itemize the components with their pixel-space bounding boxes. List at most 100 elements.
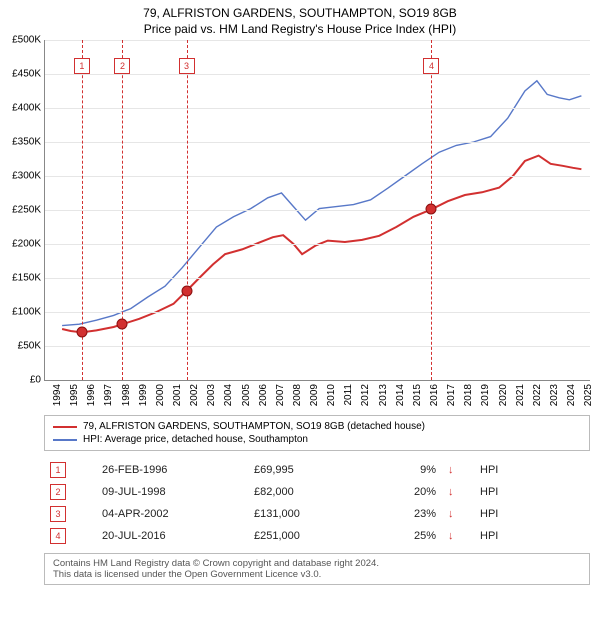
x-tick-label: 1996 xyxy=(86,384,97,406)
gridline-h xyxy=(45,40,590,41)
x-tick-label: 2004 xyxy=(224,384,235,406)
attribution-footer: Contains HM Land Registry data © Crown c… xyxy=(44,553,590,585)
sale-suffix: HPI xyxy=(474,459,590,481)
sale-price: £82,000 xyxy=(248,481,370,503)
y-tick-label: £500K xyxy=(12,35,41,46)
sale-marker-badge: 4 xyxy=(423,58,439,74)
legend-item: 79, ALFRISTON GARDENS, SOUTHAMPTON, SO19… xyxy=(53,420,581,433)
gridline-h xyxy=(45,244,590,245)
legend-label: 79, ALFRISTON GARDENS, SOUTHAMPTON, SO19… xyxy=(83,421,425,432)
arrow-down-icon: ↓ xyxy=(442,525,474,547)
sale-marker-badge: 1 xyxy=(74,58,90,74)
gridline-h xyxy=(45,74,590,75)
sale-date: 04-APR-2002 xyxy=(96,503,248,525)
y-tick-label: £350K xyxy=(12,137,41,148)
sale-marker-dot xyxy=(181,285,192,296)
x-tick-label: 2019 xyxy=(481,384,492,406)
sale-date: 09-JUL-1998 xyxy=(96,481,248,503)
x-tick-label: 2016 xyxy=(429,384,440,406)
x-tick-label: 2009 xyxy=(309,384,320,406)
chart-subtitle: Price paid vs. HM Land Registry's House … xyxy=(0,20,600,40)
chart-container: 79, ALFRISTON GARDENS, SOUTHAMPTON, SO19… xyxy=(0,0,600,585)
gridline-h xyxy=(45,312,590,313)
y-tick-label: £200K xyxy=(12,239,41,250)
x-tick-label: 2001 xyxy=(172,384,183,406)
x-tick-label: 2020 xyxy=(498,384,509,406)
sales-row: 420-JUL-2016£251,00025%↓HPI xyxy=(44,525,590,547)
x-tick-label: 1997 xyxy=(104,384,115,406)
y-tick-label: £250K xyxy=(12,205,41,216)
sale-index-badge: 4 xyxy=(50,528,66,544)
gridline-h xyxy=(45,142,590,143)
gridline-h xyxy=(45,346,590,347)
sale-index-badge: 1 xyxy=(50,462,66,478)
footer-line-2: This data is licensed under the Open Gov… xyxy=(53,569,581,580)
gridline-h xyxy=(45,108,590,109)
legend-item: HPI: Average price, detached house, Sout… xyxy=(53,433,581,446)
sale-index-badge: 2 xyxy=(50,484,66,500)
y-tick-label: £300K xyxy=(12,171,41,182)
gridline-h xyxy=(45,176,590,177)
sale-pct: 23% xyxy=(370,503,442,525)
sale-price: £69,995 xyxy=(248,459,370,481)
x-tick-label: 2014 xyxy=(395,384,406,406)
sale-pct: 9% xyxy=(370,459,442,481)
x-tick-label: 1999 xyxy=(138,384,149,406)
arrow-down-icon: ↓ xyxy=(442,481,474,503)
x-tick-label: 2021 xyxy=(515,384,526,406)
x-tick-label: 2024 xyxy=(566,384,577,406)
footer-line-1: Contains HM Land Registry data © Crown c… xyxy=(53,558,581,569)
x-tick-label: 2005 xyxy=(241,384,252,406)
y-tick-label: £150K xyxy=(12,273,41,284)
y-tick-label: £50K xyxy=(18,341,41,352)
x-tick-label: 2017 xyxy=(446,384,457,406)
sale-marker-dot xyxy=(76,327,87,338)
x-tick-label: 2023 xyxy=(549,384,560,406)
x-tick-label: 2025 xyxy=(583,384,594,406)
sale-price: £251,000 xyxy=(248,525,370,547)
sale-marker-dot xyxy=(117,319,128,330)
sale-price: £131,000 xyxy=(248,503,370,525)
y-tick-label: £0 xyxy=(30,375,41,386)
x-tick-label: 2013 xyxy=(378,384,389,406)
plot-area: £0£50K£100K£150K£200K£250K£300K£350K£400… xyxy=(44,40,590,381)
x-tick-label: 2007 xyxy=(275,384,286,406)
sale-pct: 20% xyxy=(370,481,442,503)
sale-date: 26-FEB-1996 xyxy=(96,459,248,481)
sale-marker-badge: 2 xyxy=(114,58,130,74)
sale-marker-badge: 3 xyxy=(179,58,195,74)
y-tick-label: £400K xyxy=(12,103,41,114)
x-tick-label: 2015 xyxy=(412,384,423,406)
legend-swatch xyxy=(53,439,77,441)
x-tick-label: 2012 xyxy=(361,384,372,406)
x-tick-label: 1994 xyxy=(52,384,63,406)
arrow-down-icon: ↓ xyxy=(442,503,474,525)
x-tick-label: 2011 xyxy=(343,384,354,406)
sales-row: 3 04-APR-2002£131,00023%↓HPI xyxy=(44,503,590,525)
y-tick-label: £450K xyxy=(12,69,41,80)
arrow-down-icon: ↓ xyxy=(442,459,474,481)
x-tick-label: 2008 xyxy=(292,384,303,406)
sale-date: 20-JUL-2016 xyxy=(96,525,248,547)
x-tick-label: 2002 xyxy=(189,384,200,406)
x-tick-label: 2003 xyxy=(206,384,217,406)
legend: 79, ALFRISTON GARDENS, SOUTHAMPTON, SO19… xyxy=(44,415,590,451)
sale-pct: 25% xyxy=(370,525,442,547)
sale-marker-line xyxy=(187,40,188,380)
sale-index-badge: 3 xyxy=(50,506,66,522)
x-tick-label: 1998 xyxy=(121,384,132,406)
sale-suffix: HPI xyxy=(474,481,590,503)
x-tick-label: 2018 xyxy=(463,384,474,406)
sales-row: 1 26-FEB-1996£69,9959%↓HPI xyxy=(44,459,590,481)
sale-suffix: HPI xyxy=(474,503,590,525)
chart-title: 79, ALFRISTON GARDENS, SOUTHAMPTON, SO19… xyxy=(0,0,600,20)
series-line xyxy=(62,81,581,326)
gridline-h xyxy=(45,210,590,211)
x-tick-label: 1995 xyxy=(69,384,80,406)
x-tick-label: 2022 xyxy=(532,384,543,406)
y-tick-label: £100K xyxy=(12,307,41,318)
sale-marker-dot xyxy=(426,204,437,215)
sales-row: 2 09-JUL-1998£82,00020%↓HPI xyxy=(44,481,590,503)
gridline-h xyxy=(45,278,590,279)
x-tick-label: 2000 xyxy=(155,384,166,406)
